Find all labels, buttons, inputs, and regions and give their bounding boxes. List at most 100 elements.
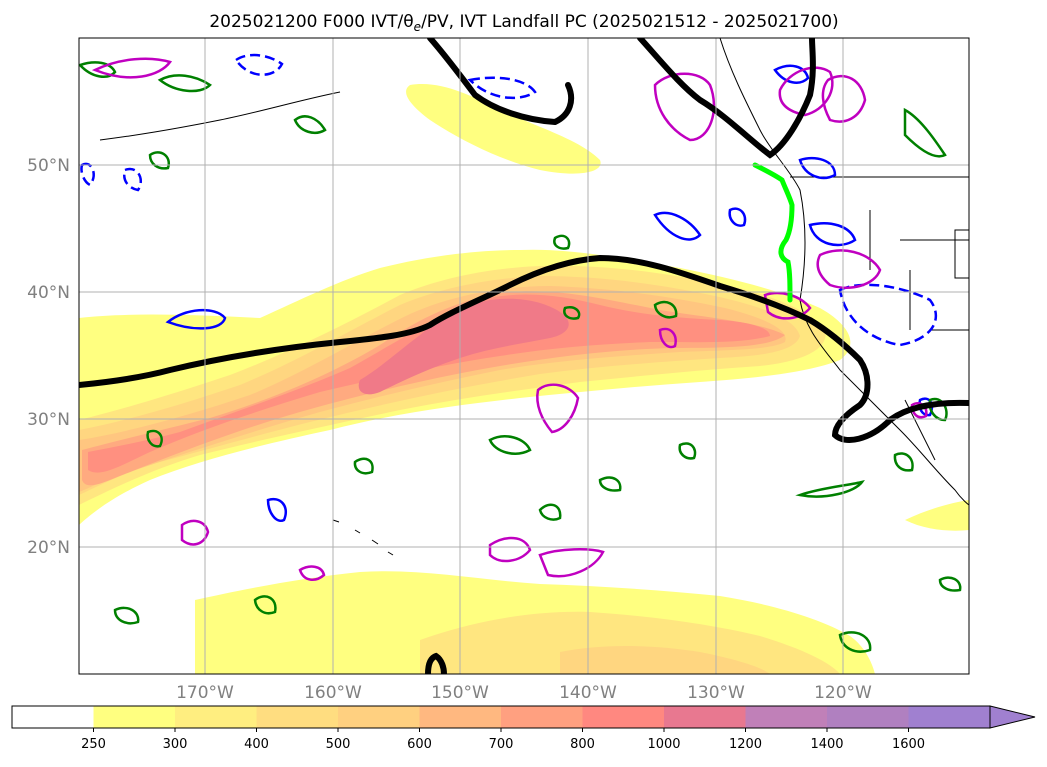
black-contours (79, 38, 969, 674)
green-contour (293, 115, 327, 134)
green-contour (79, 61, 117, 78)
magenta-contour (821, 74, 867, 123)
blue-contour (838, 283, 937, 347)
ivt-north-250 (406, 84, 601, 174)
map-panel (78, 37, 970, 675)
colorbar-segment (419, 706, 502, 728)
green-contour (157, 74, 212, 93)
magenta-contour (538, 548, 605, 578)
black-contour-north (427, 38, 575, 126)
blue-contour (728, 207, 747, 227)
magenta-contour (653, 72, 716, 142)
green-contour (553, 234, 571, 250)
ivt-shading (79, 84, 969, 674)
blue-contour (165, 308, 227, 330)
colorbar-segment (12, 706, 94, 728)
pv-contours (79, 61, 962, 653)
lon-label-150w: 150°W (431, 683, 489, 703)
great-basin-box (954, 229, 969, 279)
colorbar-tick-label: 250 (81, 737, 106, 752)
green-contour (563, 306, 581, 320)
green-contour (795, 479, 865, 498)
magenta-contour (910, 401, 928, 419)
map-frame (78, 37, 970, 675)
colorbar-tick-label: 600 (407, 737, 432, 752)
north-america-coast (719, 38, 969, 506)
magenta-contour (180, 519, 210, 546)
black-contour-south (425, 652, 447, 674)
ivt-south-400 (560, 646, 770, 674)
lon-label-160w: 160°W (304, 683, 362, 703)
longitude-labels: 170°W 160°W 150°W 140°W 130°W 120°W (176, 683, 872, 703)
magenta-contour (763, 291, 812, 320)
ivt-landfall-line (752, 162, 795, 303)
magenta-contour (778, 66, 834, 117)
blue-contour (773, 64, 810, 84)
colorbar-tick-label: 500 (326, 737, 351, 752)
green-contour (893, 452, 914, 472)
coastlines (99, 38, 969, 556)
lon-label-170w: 170°W (176, 683, 234, 703)
theta-e-contours (80, 53, 937, 523)
colorbar-segment (908, 706, 991, 728)
lon-label-120w: 120°W (814, 683, 872, 703)
colorbar-tick-label: 400 (244, 737, 269, 752)
blue-contour (266, 497, 287, 523)
colorbar-segment (501, 706, 583, 728)
green-contour (653, 300, 678, 319)
lon-label-140w: 140°W (559, 683, 617, 703)
colorbar-segment (582, 706, 665, 728)
green-contour (538, 503, 562, 521)
blue-contour (467, 76, 537, 100)
green-contour (148, 151, 171, 170)
magenta-contours (91, 57, 928, 581)
colorbar-tick-label: 800 (570, 737, 595, 752)
blue-contour (123, 167, 142, 192)
colorbar-tick-label: 1200 (729, 737, 762, 752)
hawaii-islands (332, 519, 394, 556)
magenta-contour (536, 383, 580, 434)
colorbar-segment (745, 706, 828, 728)
green-contour (903, 107, 947, 158)
magenta-contour (298, 565, 326, 581)
colorbar-segment (175, 706, 257, 728)
colorbar-segment (827, 706, 909, 728)
alaska-coast (99, 91, 341, 141)
green-contour (838, 631, 872, 653)
ivt-se-250 (905, 500, 969, 531)
colorbar-segment (338, 706, 420, 728)
green-contour (113, 606, 140, 625)
black-contour-ne (637, 38, 816, 159)
green-contour (938, 576, 962, 592)
gridlines (79, 38, 969, 674)
ivt-south-300 (420, 611, 840, 674)
green-contour (928, 397, 948, 422)
colorbar-segment (664, 706, 746, 728)
green-contour (253, 595, 277, 615)
green-contour (353, 457, 374, 475)
green-contour (678, 442, 697, 460)
magenta-contour (91, 57, 173, 79)
colorbar-tick-label: 300 (163, 737, 188, 752)
colorbar-tick-label: 1000 (647, 737, 680, 752)
ivt-mid-250 (300, 577, 379, 607)
ivt-band-1000 (358, 298, 569, 395)
colorbar-tick-label: 1600 (892, 737, 925, 752)
lat-label-30n: 30°N (27, 410, 70, 430)
blue-contour (653, 211, 702, 241)
colorbar-extend-arrow (989, 705, 1036, 729)
colorbar-tick-label: 1400 (810, 737, 843, 752)
ivt-band-800 (88, 294, 770, 473)
blue-contour (808, 222, 857, 247)
lon-label-130w: 130°W (687, 683, 745, 703)
magenta-contour (488, 536, 532, 563)
baja-coast (904, 399, 936, 461)
blue-contour (234, 53, 284, 76)
green-contour (146, 429, 163, 448)
lat-label-20n: 20°N (27, 538, 70, 558)
us-state-lines (869, 210, 969, 331)
latitude-labels: 50°N 40°N 30°N 20°N (27, 156, 70, 558)
lat-label-50n: 50°N (27, 156, 70, 176)
blue-contour (798, 156, 837, 180)
